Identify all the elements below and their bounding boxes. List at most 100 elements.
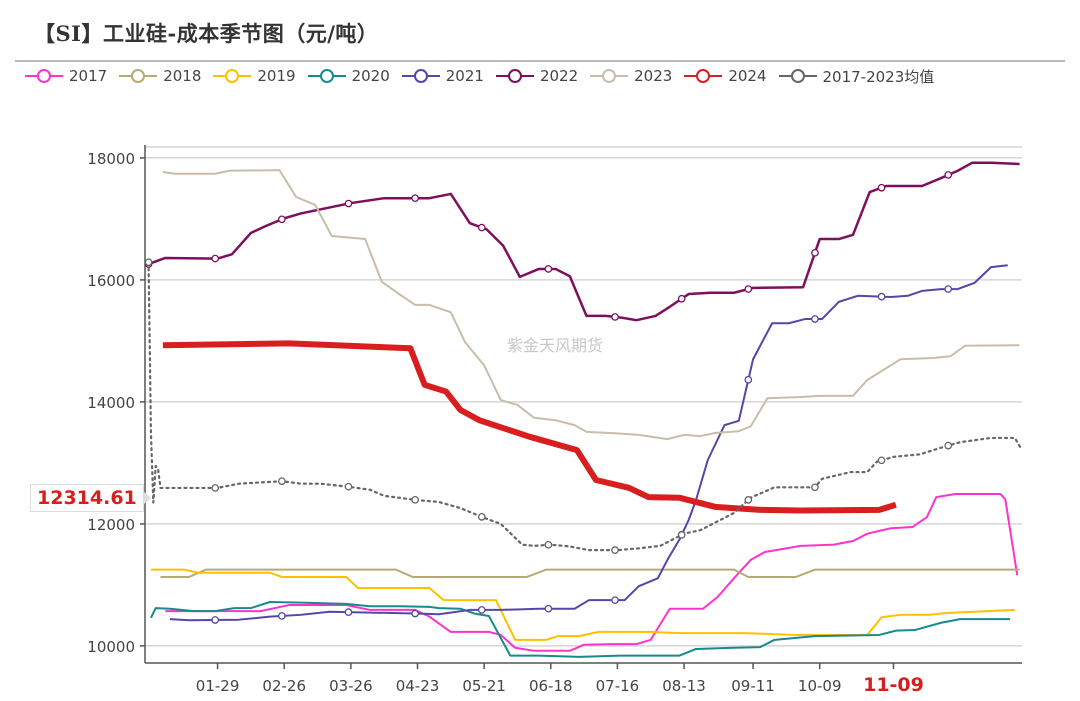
data-point-marker <box>611 313 619 321</box>
data-point-marker <box>277 612 286 620</box>
data-point-marker <box>277 477 286 486</box>
y-tick-label: 12000 <box>87 516 135 534</box>
data-point-marker <box>477 223 486 232</box>
legend-line-circle-icon <box>495 69 534 83</box>
legend-line-circle-icon <box>119 69 158 83</box>
data-point-marker <box>144 258 153 267</box>
legend-item-2017[interactable]: 2017 <box>25 67 107 85</box>
legend-label: 2020 <box>351 67 390 85</box>
data-point-marker <box>877 456 886 465</box>
series-2019 <box>150 568 1015 641</box>
series-2018 <box>160 568 1020 578</box>
series-2023 <box>162 169 1020 441</box>
series-line-2021 <box>169 264 1008 622</box>
legend-label: 2021 <box>445 67 484 85</box>
legend-label: 2022 <box>539 67 579 85</box>
data-point-marker <box>744 496 753 504</box>
data-point-marker <box>877 292 886 301</box>
legend-item-2023[interactable]: 2023 <box>590 67 672 85</box>
x-tick-label: 11-09 <box>863 674 924 696</box>
legend-label: 2023 <box>634 67 673 85</box>
data-point-marker <box>477 606 486 614</box>
legend-item-2021[interactable]: 2021 <box>401 67 484 85</box>
data-point-marker <box>544 604 553 613</box>
x-tick-label: 04-23 <box>396 677 440 695</box>
legend-label: 2024 <box>728 67 767 85</box>
y-tick-label: 14000 <box>87 394 135 412</box>
data-point-marker <box>344 608 353 616</box>
y-tick-label: 18000 <box>87 150 135 168</box>
series-line-2017-2023均值 <box>147 261 1024 552</box>
data-point-marker <box>811 315 819 323</box>
series-line-2020 <box>150 601 1011 658</box>
data-point-marker <box>211 484 220 492</box>
data-point-marker <box>811 248 819 257</box>
data-point-marker <box>477 512 486 521</box>
legend-item-2022[interactable]: 2022 <box>495 67 579 85</box>
legend-line-circle-icon <box>25 69 63 83</box>
data-point-marker <box>944 285 953 293</box>
x-tick-label: 01-29 <box>196 677 240 695</box>
series-line-2023 <box>162 169 1020 441</box>
series-line-2022 <box>148 161 1020 322</box>
series-2020 <box>150 601 1011 658</box>
series-line-2017 <box>165 493 1019 652</box>
legend-label: 2018 <box>163 67 202 85</box>
x-tick-label: 02-26 <box>262 677 306 695</box>
data-point-marker <box>344 199 353 208</box>
series-2017 <box>165 493 1019 652</box>
legend-line-circle-icon <box>213 69 252 83</box>
chart-title: 【SI】工业硅-成本季节图（元/吨） <box>34 21 379 46</box>
watermark: 紫金天风期货 <box>507 336 603 355</box>
data-point-marker <box>411 495 419 504</box>
title-divider <box>15 60 1065 62</box>
data-point-marker <box>344 482 353 491</box>
data-point-marker <box>411 194 419 203</box>
legend-item-2020[interactable]: 2020 <box>307 67 390 85</box>
data-point-marker <box>877 183 886 192</box>
x-tick-label: 06-18 <box>529 677 573 695</box>
x-tick-label: 10-09 <box>798 677 842 695</box>
data-point-marker <box>677 294 686 303</box>
x-tick-label: 03-26 <box>329 677 373 695</box>
data-point-marker <box>277 215 286 224</box>
data-point-marker <box>211 254 220 263</box>
legend-item-2017-2023均值[interactable]: 2017-2023均值 <box>778 66 935 87</box>
y-tick-label: 10000 <box>87 638 135 656</box>
data-point-marker <box>211 616 220 624</box>
data-point-marker <box>944 441 953 450</box>
legend-line-circle-icon <box>684 69 723 83</box>
data-point-marker <box>544 540 553 549</box>
data-point-marker <box>611 596 619 605</box>
data-point-marker <box>944 171 953 179</box>
legend-line-circle-icon <box>778 69 817 83</box>
chart-legend: 2017 2018 2019 2020 2021 2022 2023 2024 2017-202… <box>25 64 946 88</box>
data-point-marker <box>611 546 619 555</box>
legend-item-2024[interactable]: 2024 <box>684 67 767 85</box>
x-tick-label: 07-16 <box>596 677 640 695</box>
series-line-2024 <box>162 340 897 514</box>
legend-line-circle-icon <box>590 69 629 83</box>
series-2024 <box>162 340 897 514</box>
series-2017-2023均值 <box>144 258 1024 555</box>
data-point-marker <box>811 483 819 492</box>
legend-item-2019[interactable]: 2019 <box>213 67 296 85</box>
data-point-marker <box>411 609 419 618</box>
legend-item-2018[interactable]: 2018 <box>119 67 201 85</box>
series-line-2018 <box>160 568 1020 578</box>
legend-label: 2017 <box>69 67 108 85</box>
data-point-marker <box>744 375 753 384</box>
x-tick-label: 08-13 <box>662 677 706 695</box>
legend-label: 2017-2023均值 <box>822 67 935 86</box>
x-tick-label: 05-21 <box>462 677 506 695</box>
data-point-marker <box>677 531 686 539</box>
series-line-2019 <box>150 568 1015 641</box>
legend-label: 2019 <box>257 67 296 85</box>
y-tick-label: 16000 <box>87 272 135 290</box>
x-tick-label: 09-11 <box>731 677 775 695</box>
data-point-marker <box>544 265 553 273</box>
data-point-marker <box>744 285 753 293</box>
legend-line-circle-icon <box>307 69 346 83</box>
latest-value-label: 12314.61 <box>30 484 151 512</box>
